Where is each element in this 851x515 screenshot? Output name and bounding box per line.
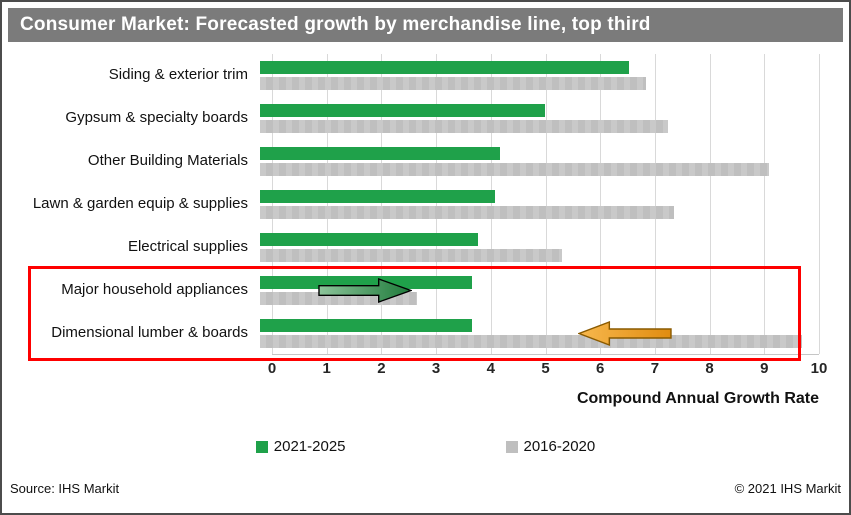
chart-row: Lawn & garden equip & supplies (8, 183, 819, 226)
gridlines (272, 54, 820, 355)
source-note: Source: IHS Markit (10, 481, 120, 496)
orange-left-arrow (578, 321, 672, 346)
gridline (764, 54, 766, 354)
bar-2021-2025 (260, 319, 473, 332)
x-tick-label: 1 (322, 360, 331, 377)
legend-item: 2021-2025 (255, 438, 346, 455)
x-tick-label: 0 (267, 360, 277, 377)
chart-row: Electrical supplies (8, 226, 819, 269)
bar-2021-2025 (260, 190, 495, 203)
bar-group (260, 183, 819, 226)
legend-label: 2021-2025 (273, 438, 346, 455)
bar-group (260, 97, 819, 140)
x-tick-label: 6 (596, 360, 605, 377)
category-label: Gypsum & specialty boards (65, 109, 248, 127)
bar-2016-2020 (260, 120, 669, 133)
x-axis: 0 1 2 3 4 5 6 7 8 9 10 (268, 360, 828, 380)
x-tick-label: 7 (650, 360, 660, 377)
gridline (436, 54, 438, 354)
gridline (272, 54, 273, 354)
x-tick-label: 3 (431, 360, 441, 377)
x-tick-label: 2 (377, 360, 386, 377)
category-label: Lawn & garden equip & supplies (32, 195, 248, 213)
gridline (490, 54, 492, 354)
copyright-note: © 2021 IHS Markit (734, 481, 841, 496)
bar-rows: Siding & exterior trim Gypsum & specialty… (8, 54, 819, 355)
chart-area: Siding & exterior trim Gypsum & specialty… (8, 54, 828, 386)
gridline (545, 54, 547, 354)
gridline (654, 54, 656, 354)
category-label: Dimensional lumber & boards (51, 324, 248, 342)
bar-group (260, 226, 819, 269)
legend-swatch (505, 440, 518, 453)
x-tick-label: 10 (810, 360, 828, 377)
gridline (819, 54, 820, 354)
legend-item: 2016-2020 (505, 438, 596, 455)
bar-2021-2025 (260, 147, 501, 160)
category-label: Major household appliances (61, 281, 248, 299)
chart-title: Consumer Market: Forecasted growth by me… (8, 8, 843, 42)
legend-swatch (255, 440, 268, 453)
gridline (326, 54, 328, 354)
bar-group (260, 54, 819, 97)
x-tick-label: 4 (486, 360, 495, 377)
bar-2021-2025 (260, 104, 546, 117)
category-label: Siding & exterior trim (108, 66, 248, 84)
x-tick-label: 9 (760, 360, 769, 377)
highlight-box (28, 266, 801, 361)
bar-2016-2020 (260, 249, 562, 262)
bar-2016-2020 (260, 163, 769, 176)
chart-row: Other Building Materials (8, 140, 819, 183)
bar-group (260, 140, 819, 183)
bar-2021-2025 (260, 276, 473, 289)
x-axis-label: Compound Annual Growth Rate (576, 390, 819, 407)
bar-2016-2020 (260, 77, 646, 90)
category-label: Other Building Materials (87, 152, 248, 170)
gridline (709, 54, 711, 354)
x-tick-label: 5 (541, 360, 550, 377)
bar-2016-2020 (260, 206, 674, 219)
chart-row: Major household appliances (8, 269, 819, 312)
legend-label: 2016-2020 (523, 438, 596, 455)
bar-2021-2025 (260, 61, 629, 74)
chart-row: Siding & exterior trim (8, 54, 819, 97)
gridline (600, 54, 602, 354)
gridline (381, 54, 383, 354)
category-label: Electrical supplies (127, 238, 248, 256)
footer: Source: IHS Markit © 2021 IHS Markit (10, 481, 841, 496)
bar-2021-2025 (260, 233, 478, 246)
chart-row: Gypsum & specialty boards (8, 97, 819, 140)
legend: 2021-2025 2016-2020 (2, 438, 849, 455)
green-right-arrow (318, 278, 412, 303)
x-tick-label: 8 (705, 360, 714, 377)
